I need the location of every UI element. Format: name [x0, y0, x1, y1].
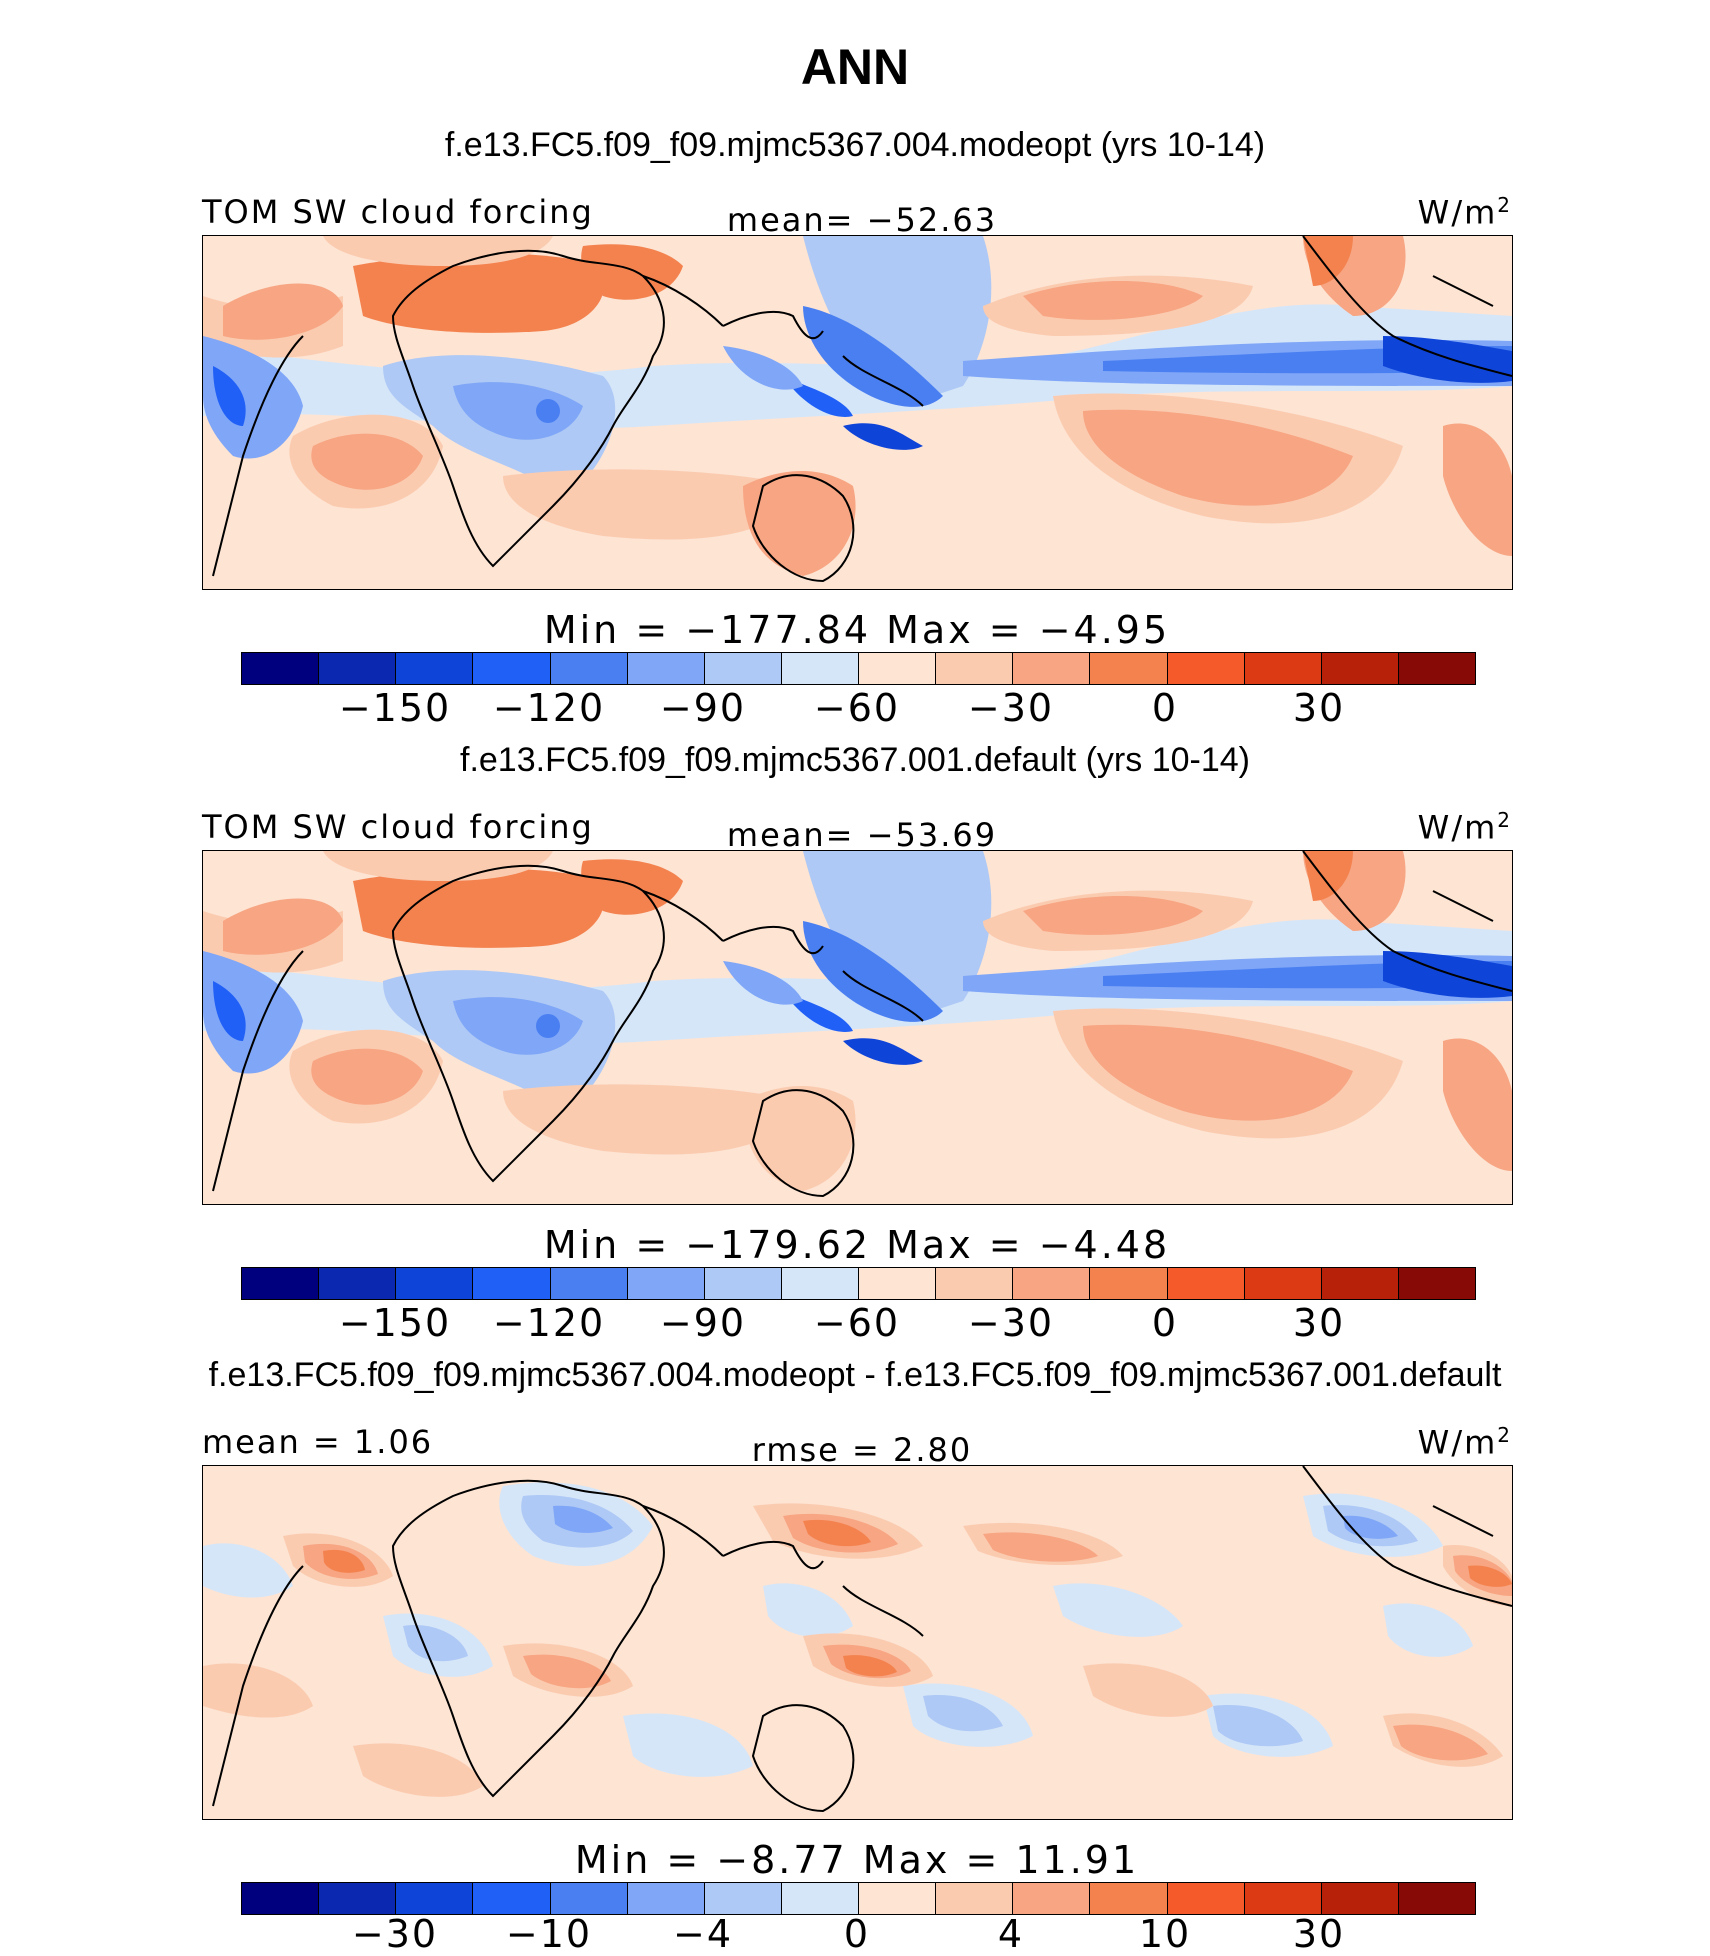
- panel-3-tick: 4: [997, 1912, 1025, 1956]
- panel-3-colorbar-swatch: [396, 1883, 474, 1914]
- panel-1-minmax: Min = −177.84 Max = −4.95: [543, 608, 1171, 652]
- panel-2-colorbar-swatch: [242, 1268, 320, 1299]
- panel-2-colorbar-swatch: [319, 1268, 397, 1299]
- panel-2-colorbar-swatch: [1244, 1268, 1322, 1299]
- panel-3-units: W/m2: [1417, 1423, 1512, 1462]
- panel-1-subtitle: f.e13.FC5.f09_f09.mjmc5367.004.modeopt (…: [444, 126, 1266, 164]
- panel-2-tick: −60: [813, 1301, 901, 1345]
- panel-1-colorbar-swatch: [1090, 653, 1168, 684]
- panel-3-colorbar-swatch: [1090, 1883, 1168, 1914]
- panel-2-colorbar-swatch: [627, 1268, 705, 1299]
- panel-1-colorbar-swatch: [936, 653, 1014, 684]
- panel-2-colorbar-swatch: [704, 1268, 782, 1299]
- panel-2-tick: −150: [338, 1301, 452, 1345]
- panel-1-tick: −120: [492, 686, 606, 730]
- panel-3-colorbar-swatch: [1013, 1883, 1091, 1914]
- panel-2-colorbar: [241, 1267, 1476, 1300]
- panel-2-colorbar-swatch: [396, 1268, 474, 1299]
- panel-3-rmse-label: rmse = 2.80: [751, 1431, 973, 1469]
- panel-1-tick: −150: [338, 686, 452, 730]
- panel-3-tick: −4: [672, 1912, 734, 1956]
- panel-1-colorbar-swatch: [781, 653, 859, 684]
- panel-2-units: W/m2: [1417, 808, 1512, 847]
- panel-1-colorbar: [241, 652, 1476, 685]
- panel-2-colorbar-swatch: [781, 1268, 859, 1299]
- panel-3-colorbar-swatch: [859, 1883, 937, 1914]
- panel-1-colorbar-swatch: [1321, 653, 1399, 684]
- panel-1-contour-plot: [203, 236, 1512, 589]
- panel-3-colorbar-swatch: [1398, 1883, 1475, 1914]
- panel-3-colorbar-swatch: [1321, 1883, 1399, 1914]
- panel-3-tick: 0: [843, 1912, 871, 1956]
- panel-3-subtitle: f.e13.FC5.f09_f09.mjmc5367.004.modeopt -…: [208, 1356, 1502, 1394]
- panel-3-colorbar-swatch: [1244, 1883, 1322, 1914]
- panel-1-colorbar-swatch: [1398, 653, 1475, 684]
- panel-2-colorbar-swatch: [859, 1268, 937, 1299]
- panel-3-colorbar-swatch: [319, 1883, 397, 1914]
- panel-1-colorbar-swatch: [1013, 653, 1091, 684]
- panel-2-colorbar-swatch: [550, 1268, 628, 1299]
- panel-3-tick: 30: [1292, 1912, 1346, 1956]
- panel-1-colorbar-swatch: [550, 653, 628, 684]
- panel-3-colorbar-swatch: [704, 1883, 782, 1914]
- panel-3-tick: 10: [1138, 1912, 1192, 1956]
- panel-1-colorbar-swatch: [473, 653, 551, 684]
- panel-1-tick: 0: [1151, 686, 1179, 730]
- panel-3-colorbar-swatch: [781, 1883, 859, 1914]
- panel-1-colorbar-swatch: [396, 653, 474, 684]
- panel-1-tick: −60: [813, 686, 901, 730]
- panel-3-minmax: Min = −8.77 Max = 11.91: [574, 1838, 1140, 1882]
- panel-1-colorbar-swatch: [704, 653, 782, 684]
- panel-2-map: [202, 850, 1513, 1205]
- panel-1-colorbar-swatch: [242, 653, 320, 684]
- panel-3-colorbar-swatch: [242, 1883, 320, 1914]
- panel-3-tick: −10: [505, 1912, 593, 1956]
- panel-1-colorbar-swatch: [1244, 653, 1322, 684]
- panel-2-colorbar-swatch: [1090, 1268, 1168, 1299]
- panel-3-mean-label: mean = 1.06: [202, 1423, 434, 1461]
- panel-2-tick: −90: [659, 1301, 747, 1345]
- panel-2-tick: −120: [492, 1301, 606, 1345]
- panel-1-tick: −30: [967, 686, 1055, 730]
- panel-2-mean-label: mean= −53.69: [726, 816, 998, 854]
- panel-1-variable-label: TOM SW cloud forcing: [202, 193, 594, 231]
- panel-2-variable-label: TOM SW cloud forcing: [202, 808, 594, 846]
- panel-3-colorbar: [241, 1882, 1476, 1915]
- panel-3-map: [202, 1465, 1513, 1820]
- panel-3-colorbar-swatch: [1167, 1883, 1245, 1914]
- panel-1-tick: 30: [1292, 686, 1346, 730]
- panel-2-minmax: Min = −179.62 Max = −4.48: [543, 1223, 1171, 1267]
- figure-title: ANN: [800, 39, 910, 95]
- panel-3-tick: −30: [351, 1912, 439, 1956]
- panel-1-colorbar-swatch: [1167, 653, 1245, 684]
- panel-2-colorbar-swatch: [473, 1268, 551, 1299]
- panel-1-colorbar-swatch: [319, 653, 397, 684]
- panel-2-subtitle: f.e13.FC5.f09_f09.mjmc5367.001.default (…: [460, 741, 1250, 779]
- panel-3-colorbar-swatch: [936, 1883, 1014, 1914]
- panel-1-mean-label: mean= −52.63: [726, 201, 998, 239]
- panel-3-colorbar-swatch: [627, 1883, 705, 1914]
- panel-3-colorbar-swatch: [473, 1883, 551, 1914]
- panel-1-colorbar-swatch: [859, 653, 937, 684]
- panel-2-colorbar-swatch: [1321, 1268, 1399, 1299]
- panel-1-tick: −90: [659, 686, 747, 730]
- panel-2-tick: 0: [1151, 1301, 1179, 1345]
- panel-1-map: [202, 235, 1513, 590]
- panel-3-colorbar-swatch: [550, 1883, 628, 1914]
- panel-1-colorbar-swatch: [627, 653, 705, 684]
- panel-3-contour-plot: [203, 1466, 1512, 1819]
- panel-2-colorbar-swatch: [1167, 1268, 1245, 1299]
- panel-2-colorbar-swatch: [1013, 1268, 1091, 1299]
- panel-1-units: W/m2: [1417, 193, 1512, 232]
- panel-2-colorbar-swatch: [1398, 1268, 1475, 1299]
- panel-2-colorbar-swatch: [936, 1268, 1014, 1299]
- panel-2-contour-plot: [203, 851, 1512, 1204]
- panel-2-tick: 30: [1292, 1301, 1346, 1345]
- panel-2-tick: −30: [967, 1301, 1055, 1345]
